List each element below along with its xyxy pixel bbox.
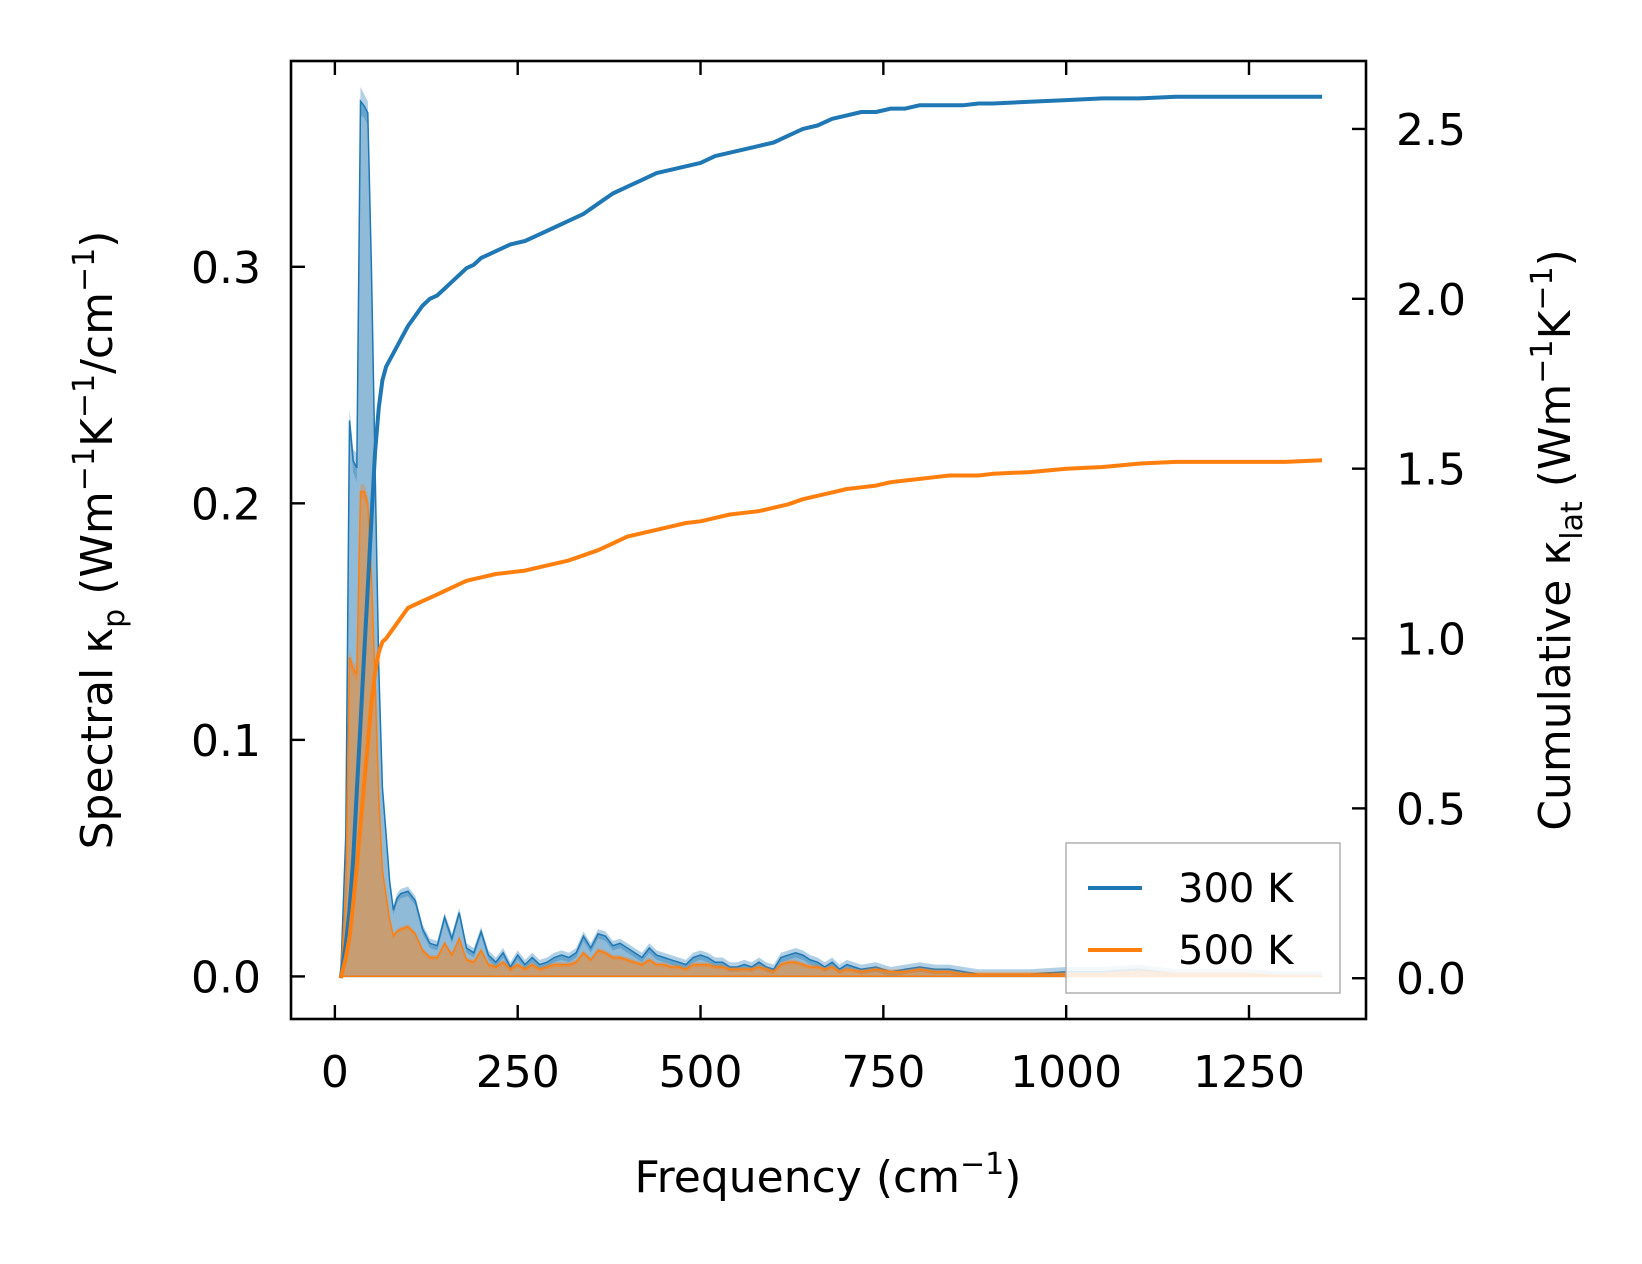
left-y-axis-ticks: 0.0 0.1 0.2 0.3 [191,243,305,1003]
left-y-label-mid2: K [72,417,123,447]
left-y-label-mid3: /cm [72,292,123,374]
right-y-label-sup1: −1 [1525,339,1560,383]
left-y-label-pre: Spectral κ [72,628,123,850]
left-y-label-sub: p [97,609,132,628]
legend: 300 K 500 K [1065,842,1341,994]
cumulative-line-300k [338,94,1323,979]
right-y-tick-label-3: 1.5 [1396,445,1466,496]
x-tick-label-0: 0 [321,1047,349,1098]
left-y-label-sup2: −1 [67,374,102,418]
right-y-axis-ticks: 0.0 0.5 1.0 1.5 2.0 2.5 [1352,105,1466,1005]
x-axis-label-sup: −1 [960,1147,1004,1182]
spectral-area-500k [339,490,1323,978]
right-y-tick-label-2: 1.0 [1396,615,1466,666]
x-tick-label-750: 750 [841,1047,925,1098]
x-axis-label-main: Frequency (cm [635,1152,961,1203]
x-tick-label-500: 500 [659,1047,743,1098]
x-axis-ticks: 0 250 500 750 1000 1250 [321,61,1305,1098]
left-y-label-sup3: −1 [67,248,102,292]
left-y-label-sup1: −1 [67,447,102,491]
right-y-label-pre: Cumulative κ [1530,540,1581,831]
plot-frame [289,59,1368,1021]
cumulative-line-500k [338,458,1323,979]
legend-box [1065,842,1341,994]
left-y-label-tail: ) [72,231,123,248]
left-y-tick-label-1: 0.1 [191,716,261,767]
x-tick-label-1000: 1000 [1010,1047,1122,1098]
legend-label-500k: 500 K [1178,928,1295,974]
left-y-axis-label: Spectral κp (Wm−1K−1/cm−1) [67,231,132,850]
x-axis-label: Frequency (cm−1) [635,1147,1022,1203]
right-y-axis-label: Cumulative κlat (Wm−1K−1) [1525,249,1590,831]
x-axis-label-tail: ) [1004,1152,1021,1203]
left-y-tick-label-2: 0.2 [191,479,261,530]
left-y-tick-label-0: 0.0 [191,952,261,1003]
right-y-tick-label-4: 2.0 [1396,275,1466,326]
x-tick-label-250: 250 [476,1047,560,1098]
legend-label-300k: 300 K [1178,866,1295,912]
x-tick-label-1250: 1250 [1193,1047,1305,1098]
right-y-tick-label-0: 0.0 [1396,954,1466,1005]
right-y-label-tail: ) [1530,249,1581,266]
left-y-tick-label-3: 0.3 [191,243,261,294]
spectral-fill-layer [339,87,1323,978]
cumulative-line-layer [338,94,1323,979]
right-y-label-mid2: K [1530,309,1581,339]
spectral-area-300k [339,99,1323,978]
right-y-tick-label-5: 2.5 [1396,105,1466,156]
right-y-label-sup2: −1 [1525,266,1560,310]
right-y-label-mid1: (Wm [1530,384,1581,502]
right-y-label-sub: lat [1555,501,1590,540]
left-y-label-mid1: (Wm [72,491,123,609]
right-y-tick-label-1: 0.5 [1396,784,1466,835]
